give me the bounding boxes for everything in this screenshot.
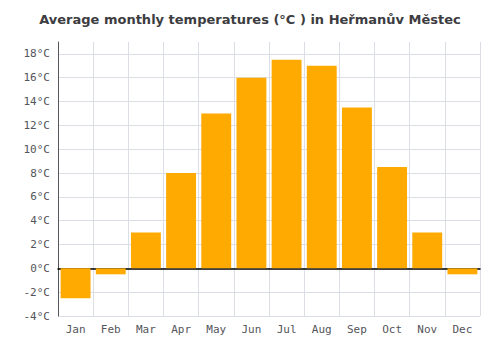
svg-text:Jan: Jan bbox=[66, 323, 86, 336]
svg-text:Mar: Mar bbox=[136, 323, 156, 336]
svg-text:Jun: Jun bbox=[241, 323, 261, 336]
svg-text:-2°C: -2°C bbox=[24, 286, 51, 299]
svg-text:12°C: 12°C bbox=[24, 119, 51, 132]
svg-text:Average monthly temperatures (: Average monthly temperatures (°C ) in He… bbox=[39, 12, 461, 27]
svg-text:Oct: Oct bbox=[382, 323, 402, 336]
svg-text:Apr: Apr bbox=[171, 323, 191, 336]
svg-text:18°C: 18°C bbox=[24, 47, 51, 60]
svg-text:Sep: Sep bbox=[347, 323, 367, 336]
svg-text:Jul: Jul bbox=[277, 323, 297, 336]
svg-text:16°C: 16°C bbox=[24, 71, 51, 84]
svg-text:Aug: Aug bbox=[312, 323, 332, 336]
svg-text:-4°C: -4°C bbox=[24, 310, 51, 323]
svg-text:Feb: Feb bbox=[101, 323, 121, 336]
svg-text:May: May bbox=[206, 323, 226, 336]
svg-text:14°C: 14°C bbox=[24, 95, 51, 108]
svg-text:Dec: Dec bbox=[452, 323, 472, 336]
svg-text:8°C: 8°C bbox=[30, 167, 50, 180]
svg-text:10°C: 10°C bbox=[24, 143, 51, 156]
svg-text:6°C: 6°C bbox=[30, 190, 50, 203]
svg-text:4°C: 4°C bbox=[30, 214, 50, 227]
svg-text:Nov: Nov bbox=[417, 323, 437, 336]
svg-text:0°C: 0°C bbox=[30, 262, 50, 275]
svg-text:2°C: 2°C bbox=[30, 238, 50, 251]
